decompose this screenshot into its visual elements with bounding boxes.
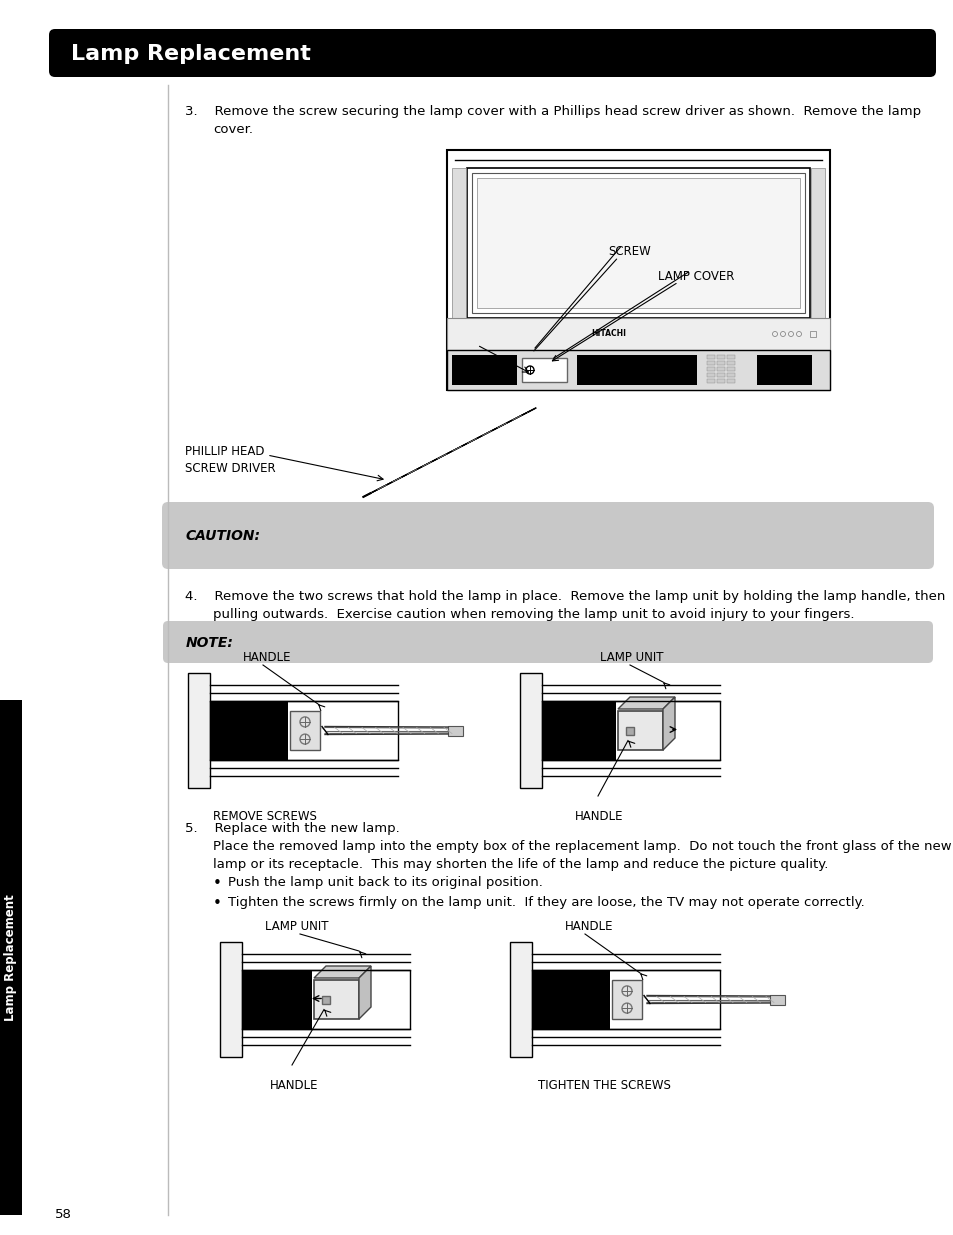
Text: PHILLIP HEAD
SCREW DRIVER: PHILLIP HEAD SCREW DRIVER — [185, 445, 275, 475]
Bar — [467, 168, 809, 317]
Bar — [717, 361, 724, 366]
FancyBboxPatch shape — [49, 28, 935, 77]
Bar — [726, 354, 734, 359]
Bar — [452, 354, 517, 385]
Bar — [210, 701, 397, 760]
Text: HANDLE: HANDLE — [270, 1079, 318, 1092]
Bar — [706, 361, 714, 366]
Bar — [290, 711, 319, 750]
Text: REMOVE SCREWS: REMOVE SCREWS — [213, 810, 316, 823]
FancyBboxPatch shape — [162, 501, 933, 569]
Bar — [472, 173, 804, 312]
Bar — [809, 331, 815, 337]
Bar — [726, 361, 734, 366]
Bar — [532, 969, 720, 1029]
Bar — [541, 701, 720, 760]
Bar — [532, 969, 609, 1029]
Text: NOTE:: NOTE: — [186, 636, 233, 650]
Text: Push the lamp unit back to its original position.: Push the lamp unit back to its original … — [228, 876, 542, 889]
Bar — [757, 354, 811, 385]
Bar — [0, 700, 22, 1215]
Bar — [706, 354, 714, 359]
Polygon shape — [358, 966, 371, 1019]
Bar — [448, 725, 462, 736]
Bar — [541, 701, 616, 760]
Bar — [322, 995, 330, 1004]
FancyBboxPatch shape — [163, 621, 932, 663]
Text: Place the removed lamp into the empty box of the replacement lamp.  Do not touch: Place the removed lamp into the empty bo… — [213, 840, 951, 853]
Bar — [625, 727, 634, 735]
Bar — [810, 168, 824, 317]
Polygon shape — [618, 697, 675, 709]
Bar — [717, 354, 724, 359]
Bar — [717, 379, 724, 383]
Text: TIGHTEN THE SCREWS: TIGHTEN THE SCREWS — [537, 1079, 670, 1092]
Bar — [210, 701, 288, 760]
Text: LAMP COVER: LAMP COVER — [658, 270, 734, 283]
Text: 5.    Replace with the new lamp.: 5. Replace with the new lamp. — [185, 823, 399, 835]
Text: 58: 58 — [55, 1208, 71, 1221]
Bar — [717, 373, 724, 377]
Text: 4.    Remove the two screws that hold the lamp in place.  Remove the lamp unit b: 4. Remove the two screws that hold the l… — [185, 590, 944, 603]
Bar — [476, 178, 800, 308]
Bar — [242, 969, 312, 1029]
Bar — [717, 367, 724, 370]
Bar — [769, 994, 784, 1004]
Text: lamp or its receptacle.  This may shorten the life of the lamp and reduce the pi: lamp or its receptacle. This may shorten… — [213, 858, 827, 871]
Bar — [706, 373, 714, 377]
Bar — [447, 350, 829, 390]
Text: SCREW: SCREW — [608, 245, 651, 258]
Text: •: • — [213, 897, 222, 911]
Text: HANDLE: HANDLE — [564, 920, 613, 932]
Bar — [706, 379, 714, 383]
Bar — [188, 673, 210, 788]
Text: •: • — [213, 876, 222, 890]
Bar — [242, 969, 410, 1029]
Polygon shape — [662, 697, 675, 750]
Text: HANDLE: HANDLE — [243, 651, 292, 664]
Bar — [447, 317, 829, 350]
Bar — [521, 358, 566, 382]
Bar — [314, 981, 358, 1019]
Bar — [577, 354, 697, 385]
Bar — [519, 673, 541, 788]
Bar — [510, 942, 532, 1057]
Text: Lamp Replacement: Lamp Replacement — [5, 894, 17, 1021]
Text: HANDLE: HANDLE — [575, 810, 623, 823]
Text: HITACHI: HITACHI — [590, 330, 625, 338]
Text: Tighten the screws firmly on the lamp unit.  If they are loose, the TV may not o: Tighten the screws firmly on the lamp un… — [228, 897, 863, 909]
Bar — [452, 168, 465, 317]
Bar — [220, 942, 242, 1057]
Bar — [447, 149, 829, 390]
Bar — [726, 373, 734, 377]
Bar — [706, 367, 714, 370]
Text: LAMP UNIT: LAMP UNIT — [599, 651, 662, 664]
Text: Lamp Replacement: Lamp Replacement — [71, 44, 311, 64]
Text: CAUTION:: CAUTION: — [186, 530, 261, 543]
Text: pulling outwards.  Exercise caution when removing the lamp unit to avoid injury : pulling outwards. Exercise caution when … — [213, 608, 854, 621]
Text: LAMP UNIT: LAMP UNIT — [265, 920, 328, 932]
Text: 3.    Remove the screw securing the lamp cover with a Phillips head screw driver: 3. Remove the screw securing the lamp co… — [185, 105, 921, 119]
Polygon shape — [314, 966, 371, 978]
Bar — [618, 711, 662, 750]
Bar — [726, 367, 734, 370]
Bar — [726, 379, 734, 383]
Text: cover.: cover. — [213, 124, 253, 136]
Bar — [612, 981, 641, 1019]
